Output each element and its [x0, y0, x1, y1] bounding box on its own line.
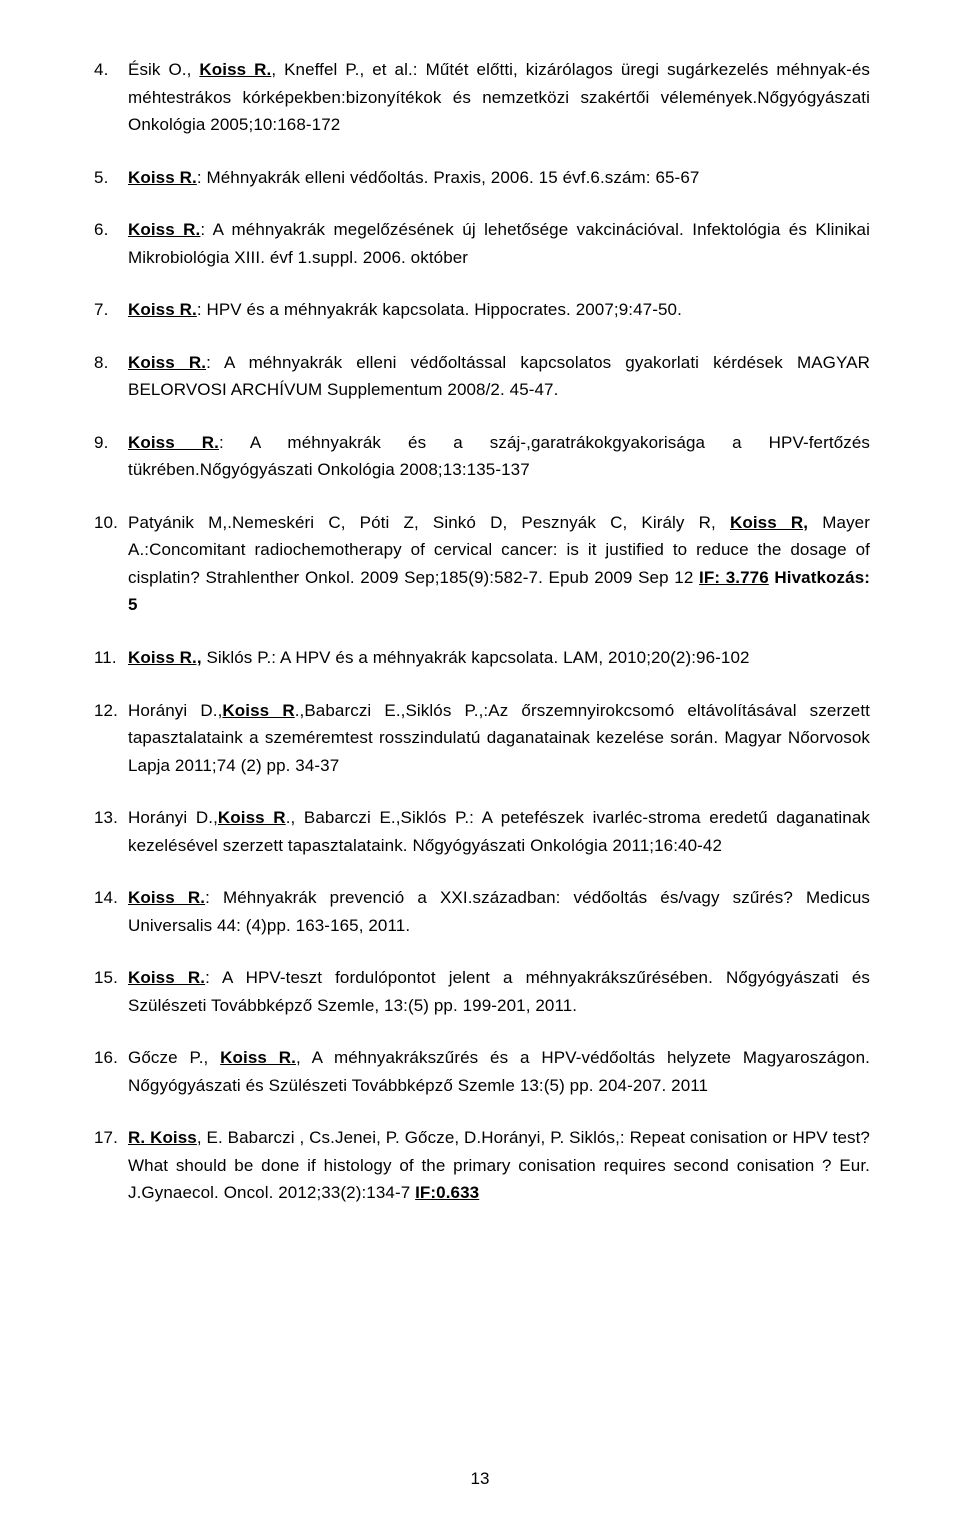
author-name: Koiss R, [730, 513, 808, 532]
ref-item-8: Koiss R.: A méhnyakrák elleni védőoltáss… [94, 349, 870, 404]
ref-item-11: Koiss R., Siklós P.: A HPV és a méhnyakr… [94, 644, 870, 672]
page-number: 13 [0, 1465, 960, 1493]
text: : A HPV-teszt fordulópontot jelent a méh… [128, 968, 870, 1015]
text: Siklós P.: A HPV és a méhnyakrák kapcsol… [202, 648, 750, 667]
author-name: Koiss R [222, 701, 294, 720]
ref-item-13: Horányi D.,Koiss R., Babarczi E.,Siklós … [94, 804, 870, 859]
author-name: Koiss R. [128, 220, 200, 239]
text: Gőcze P., [128, 1048, 220, 1067]
author-name: Koiss R. [128, 353, 206, 372]
ref-item-12: Horányi D.,Koiss R.,Babarczi E.,Siklós P… [94, 697, 870, 780]
ref-item-15: Koiss R.: A HPV-teszt fordulópontot jele… [94, 964, 870, 1019]
text: Ésik O., [128, 60, 199, 79]
ref-item-17: R. Koiss, E. Babarczi , Cs.Jenei, P. Gőc… [94, 1124, 870, 1207]
text: : A méhnyakrák elleni védőoltással kapcs… [128, 353, 870, 400]
reference-list: Ésik O., Koiss R., Kneffel P., et al.: M… [94, 56, 870, 1207]
ref-item-10: Patyánik M,.Nemeskéri C, Póti Z, Sinkó D… [94, 509, 870, 619]
author-name: Koiss R., [128, 648, 202, 667]
ref-item-7: Koiss R.: HPV és a méhnyakrák kapcsolata… [94, 296, 870, 324]
ref-item-4: Ésik O., Koiss R., Kneffel P., et al.: M… [94, 56, 870, 139]
ref-item-14: Koiss R.: Méhnyakrák prevenció a XXI.szá… [94, 884, 870, 939]
text: , E. Babarczi , Cs.Jenei, P. Gőcze, D.Ho… [128, 1128, 870, 1202]
author-name: Koiss R. [128, 968, 205, 987]
text: : Méhnyakrák elleni védőoltás. Praxis, 2… [197, 168, 700, 187]
author-name: Koiss R. [128, 300, 197, 319]
page-root: Ésik O., Koiss R., Kneffel P., et al.: M… [0, 0, 960, 1533]
text: : A méhnyakrák és a száj-,garatrákokgyak… [128, 433, 870, 480]
author-name: Koiss R. [128, 433, 219, 452]
ref-item-16: Gőcze P., Koiss R., A méhnyakrákszűrés é… [94, 1044, 870, 1099]
author-name: Koiss R. [128, 168, 197, 187]
text: Patyánik M,.Nemeskéri C, Póti Z, Sinkó D… [128, 513, 730, 532]
text: : HPV és a méhnyakrák kapcsolata. Hippoc… [197, 300, 682, 319]
author-name: Koiss R [218, 808, 286, 827]
ref-item-5: Koiss R.: Méhnyakrák elleni védőoltás. P… [94, 164, 870, 192]
impact-factor: IF: 3.776 [699, 568, 769, 587]
text: Horányi D., [128, 808, 218, 827]
ref-item-6: Koiss R.: A méhnyakrák megelőzésének új … [94, 216, 870, 271]
author-name: R. Koiss [128, 1128, 197, 1147]
text: : Méhnyakrák prevenció a XXI.században: … [128, 888, 870, 935]
ref-item-9: Koiss R.: A méhnyakrák és a száj-,garatr… [94, 429, 870, 484]
author-name: Koiss R. [199, 60, 271, 79]
impact-factor: IF:0.633 [415, 1183, 479, 1202]
author-name: Koiss R. [128, 888, 205, 907]
text: : A méhnyakrák megelőzésének új lehetősé… [128, 220, 870, 267]
author-name: Koiss R. [220, 1048, 296, 1067]
text: Horányi D., [128, 701, 222, 720]
